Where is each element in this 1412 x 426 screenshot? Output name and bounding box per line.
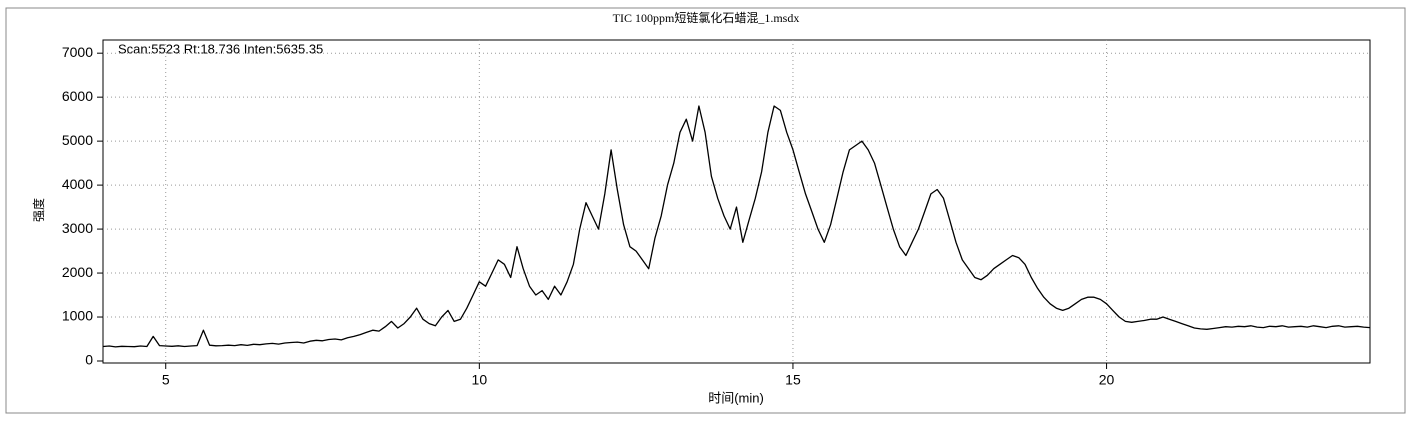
tic-trace xyxy=(102,105,1371,348)
y-tick-label: 5000 xyxy=(62,132,93,148)
chart-title: TIC 100ppm短链氯化石蜡混_1.msdx xyxy=(613,10,800,25)
x-tick-label: 5 xyxy=(162,372,170,388)
x-tick-label: 15 xyxy=(785,372,801,388)
annotation: Scan:5523 Rt:18.736 Inten:5635.35 xyxy=(118,41,323,56)
y-tick-label: 2000 xyxy=(62,264,93,280)
y-tick-label: 1000 xyxy=(62,308,93,324)
y-tick-label: 3000 xyxy=(62,220,93,236)
x-axis-label: 时间(min) xyxy=(708,390,764,405)
x-tick-label: 10 xyxy=(472,372,488,388)
y-axis-label: 强度 xyxy=(31,198,46,222)
y-tick-label: 0 xyxy=(85,352,93,368)
y-tick-label: 6000 xyxy=(62,88,93,104)
x-tick-label: 20 xyxy=(1099,372,1115,388)
y-tick-label: 4000 xyxy=(62,176,93,192)
outer-frame xyxy=(5,7,1406,414)
plot-frame xyxy=(102,39,1371,364)
y-tick-label: 7000 xyxy=(62,44,93,60)
